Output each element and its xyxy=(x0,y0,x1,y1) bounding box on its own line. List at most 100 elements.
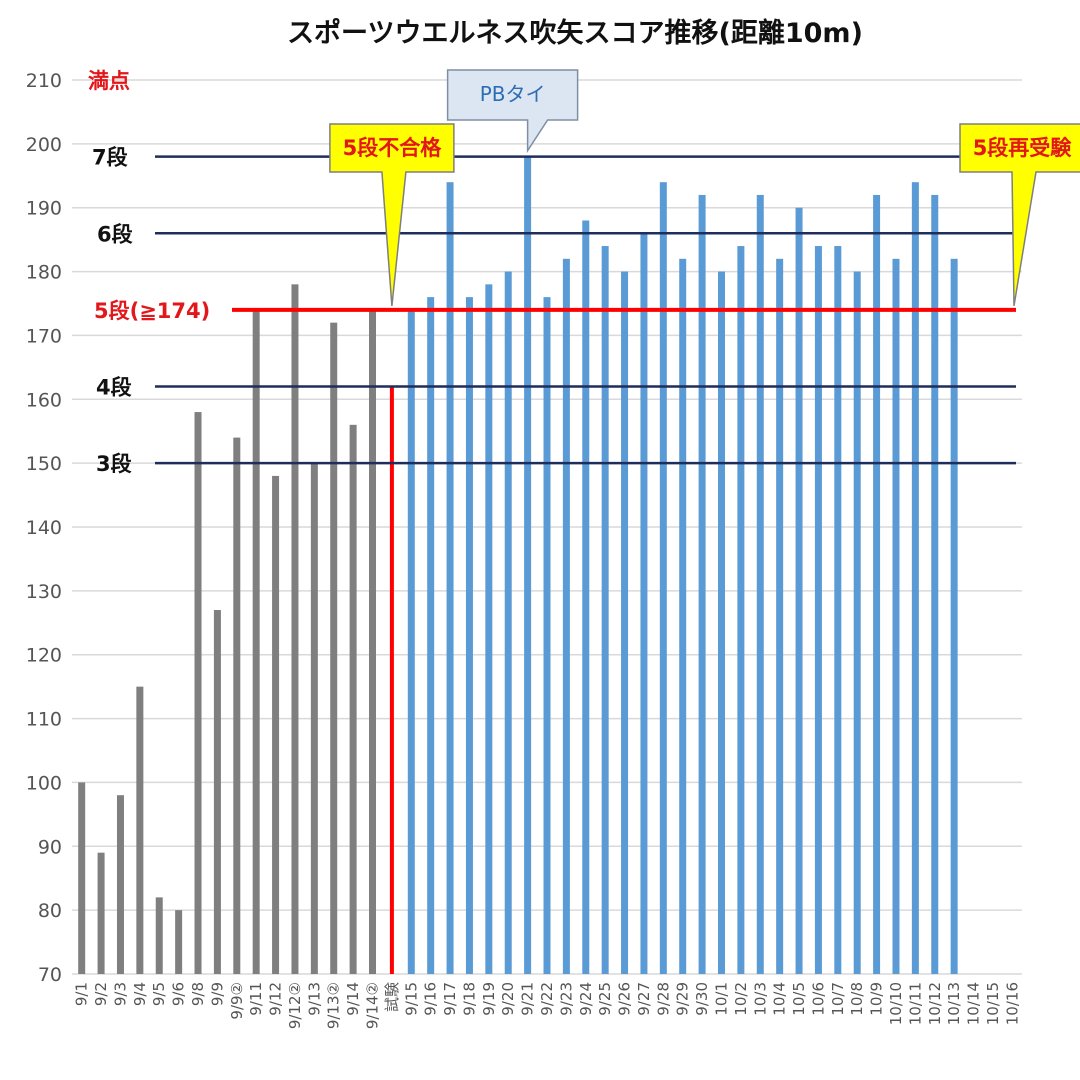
x-tick-label: 10/8 xyxy=(848,982,866,1016)
x-tick-label: 10/7 xyxy=(829,982,847,1016)
bar xyxy=(640,233,648,974)
callout-box xyxy=(329,123,455,306)
x-tick-label: 9/21 xyxy=(519,982,537,1016)
reference-line-label: 5段(≧174) xyxy=(94,299,210,323)
x-tick-label: 9/18 xyxy=(460,982,478,1016)
bar xyxy=(369,309,377,974)
bar xyxy=(272,475,280,974)
bar xyxy=(834,246,842,974)
x-tick-label: 10/16 xyxy=(1003,982,1021,1025)
bar xyxy=(407,309,415,974)
bar xyxy=(504,271,512,975)
bar xyxy=(601,246,609,974)
x-tick-label: 10/1 xyxy=(712,982,730,1016)
bar xyxy=(446,182,454,974)
bar xyxy=(679,258,687,974)
reference-line-label: 3段 xyxy=(96,452,132,476)
y-tick-label: 130 xyxy=(26,581,62,603)
y-tick-label: 170 xyxy=(26,325,62,347)
bar xyxy=(330,322,338,975)
bar xyxy=(427,297,435,975)
y-tick-label: 80 xyxy=(38,900,62,922)
y-axis-ticks: 70 80 90 100 110 120 130 140 150 160 170 180 190 200 2… xyxy=(26,70,62,986)
x-tick-label: 9/29 xyxy=(674,982,692,1016)
bar xyxy=(78,782,86,974)
x-tick-label: 9/9② xyxy=(228,982,246,1020)
y-tick-label: 150 xyxy=(26,453,62,475)
x-tick-label: 9/16 xyxy=(422,982,440,1016)
y-tick-label: 210 xyxy=(26,70,62,92)
bar xyxy=(213,610,221,974)
x-tick-label: 10/9 xyxy=(868,982,886,1016)
y-tick-label: 190 xyxy=(26,198,62,220)
bar xyxy=(252,309,260,974)
bar xyxy=(911,182,919,974)
bar xyxy=(776,258,784,974)
y-tick-label: 180 xyxy=(26,262,62,284)
reference-line-label: 7段 xyxy=(92,146,128,170)
x-tick-label: 9/13② xyxy=(325,982,343,1029)
bar xyxy=(97,852,105,974)
bar xyxy=(950,258,958,974)
x-tick-label: 10/2 xyxy=(732,982,750,1016)
bar xyxy=(795,207,803,974)
x-tick-label: 9/3 xyxy=(111,982,129,1006)
x-tick-label: 9/20 xyxy=(499,982,517,1016)
x-tick-label: 9/6 xyxy=(170,982,188,1006)
x-tick-label: 9/11 xyxy=(247,982,265,1016)
bar xyxy=(194,412,202,974)
x-tick-label: 9/14② xyxy=(364,982,382,1029)
x-tick-label: 9/25 xyxy=(596,982,614,1016)
reference-line-label: 満点 xyxy=(88,69,130,93)
x-tick-label: 9/15 xyxy=(402,982,420,1016)
x-tick-label: 9/14 xyxy=(344,982,362,1016)
x-tick-label: 10/13 xyxy=(945,982,963,1025)
x-tick-label: 9/23 xyxy=(557,982,575,1016)
bar xyxy=(814,246,822,974)
bar xyxy=(310,463,318,974)
y-tick-label: 100 xyxy=(26,772,62,794)
y-tick-label: 140 xyxy=(26,517,62,539)
x-tick-label: 9/4 xyxy=(131,982,149,1006)
pb-callout-box xyxy=(446,69,579,154)
bar xyxy=(389,386,394,974)
reference-line-label: 6段 xyxy=(97,222,133,246)
chart-title: スポーツウエルネス吹矢スコア推移(距離10m) xyxy=(287,17,863,49)
bar xyxy=(853,271,861,975)
x-tick-label: 9/19 xyxy=(480,982,498,1016)
bar xyxy=(116,795,124,974)
callout-box xyxy=(959,123,1080,307)
bar xyxy=(136,686,144,974)
y-tick-label: 110 xyxy=(26,709,62,731)
bar xyxy=(892,258,900,974)
x-tick-label: 9/26 xyxy=(616,982,634,1016)
bar xyxy=(524,156,532,975)
x-tick-label: 9/17 xyxy=(441,982,459,1016)
bar xyxy=(582,220,590,974)
bar xyxy=(562,258,570,974)
annotations: 5段不合格 PBタイ 5段再受験 xyxy=(329,69,1080,307)
reference-lines: 満点 7段 6段 5段(≧174) 4段 3段 xyxy=(88,69,1016,476)
x-tick-label: 9/13 xyxy=(305,982,323,1016)
x-tick-label: 9/24 xyxy=(577,982,595,1016)
x-tick-label: 9/9 xyxy=(208,982,226,1006)
x-tick-label: 9/28 xyxy=(654,982,672,1016)
y-tick-label: 200 xyxy=(26,134,62,156)
bar xyxy=(621,271,629,975)
x-tick-label: 9/5 xyxy=(150,982,168,1006)
x-axis-ticks: 9/1 9/2 9/3 9/4 9/5 9/6 9/8 9/9 9/9② 9/11 9/12 9/12… xyxy=(73,982,1022,1029)
bars xyxy=(78,156,958,975)
x-tick-label: 10/5 xyxy=(790,982,808,1016)
x-tick-label: 10/4 xyxy=(771,982,789,1016)
bar xyxy=(698,194,706,974)
bar xyxy=(349,424,357,974)
bar xyxy=(737,246,745,974)
bar xyxy=(543,297,551,975)
y-tick-label: 120 xyxy=(26,645,62,667)
y-tick-label: 90 xyxy=(38,836,62,858)
x-tick-label: 試験 xyxy=(383,982,401,1012)
x-tick-label: 9/8 xyxy=(189,982,207,1006)
y-tick-label: 160 xyxy=(26,389,62,411)
x-tick-label: 9/2 xyxy=(92,982,110,1006)
